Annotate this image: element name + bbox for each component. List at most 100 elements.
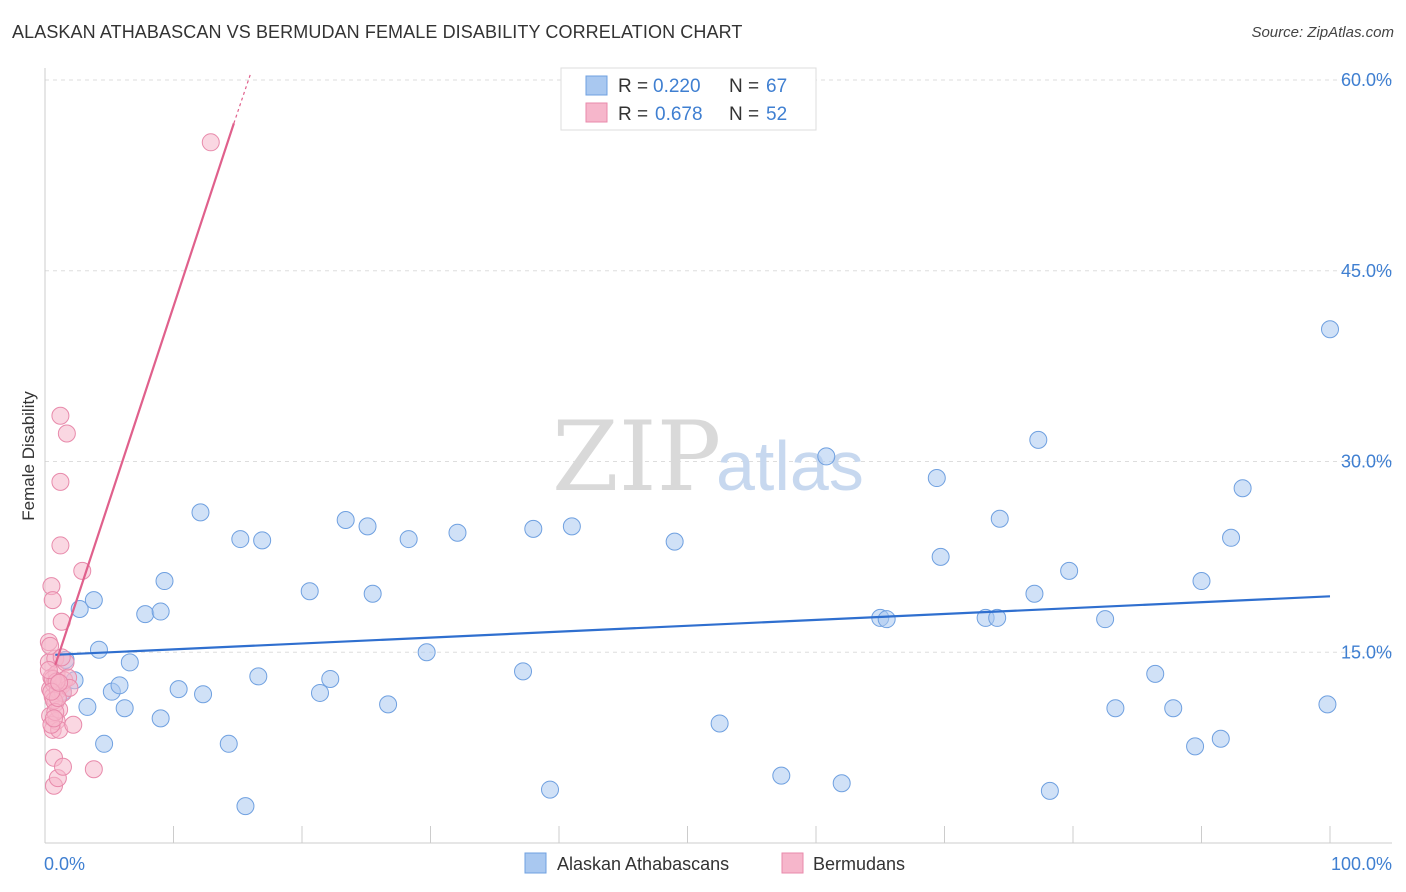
alaskan-point-14 (151, 602, 170, 621)
bermudan-trend-line (54, 122, 235, 666)
alaskan-point-53 (1060, 561, 1079, 580)
alaskan-point-31 (399, 530, 418, 549)
alaskan-trend-line (55, 595, 1331, 656)
bermudan-point-6 (43, 591, 62, 610)
bermudan-point-32 (64, 715, 83, 734)
y-tick-label-3: 60.0% (1341, 70, 1392, 90)
alaskan-point-19 (219, 734, 238, 753)
y-axis-label: Female Disability (19, 391, 38, 521)
alaskan-point-56 (1146, 664, 1165, 683)
watermark-zip: ZIP (552, 401, 721, 513)
alaskan-point-10 (115, 699, 134, 718)
alaskan-point-6 (89, 640, 108, 659)
alaskan-point-21 (236, 797, 255, 816)
alaskan-point-25 (310, 683, 329, 702)
bermudan-point-47 (201, 133, 220, 152)
bermudan-point-33 (73, 561, 92, 580)
alaskan-point-36 (541, 780, 560, 799)
alaskan-point-41 (817, 447, 836, 466)
bermudan-point-26 (53, 757, 72, 776)
alaskan-point-63 (1318, 695, 1337, 714)
x-tick-label-0: 0.0% (44, 854, 85, 874)
alaskan-point-7 (95, 734, 114, 753)
alaskan-point-16 (169, 680, 188, 699)
alaskan-point-29 (363, 584, 382, 603)
alaskan-point-28 (358, 517, 377, 536)
alaskan-point-15 (155, 572, 174, 591)
alaskan-point-46 (931, 547, 950, 566)
bermudan-point-29 (57, 424, 76, 443)
alaskan-point-13 (151, 709, 170, 728)
series-legend: Alaskan Athabascans Bermudans (524, 852, 905, 874)
alaskan-point-59 (1192, 572, 1211, 591)
alaskan-point-20 (231, 530, 250, 549)
alaskan-point-35 (524, 519, 543, 538)
alaskan-point-55 (1106, 699, 1125, 718)
series-swatch-bermudan (781, 852, 804, 874)
watermark: ZIP atlas (552, 401, 864, 513)
bermudan-point-34 (84, 760, 103, 779)
legend-n-value-1: 67 (766, 76, 787, 97)
alaskan-point-32 (417, 643, 436, 662)
alaskan-point-18 (194, 685, 213, 704)
alaskan-point-27 (336, 510, 355, 529)
alaskan-point-60 (1211, 729, 1230, 748)
y-tick-label-2: 45.0% (1341, 261, 1392, 281)
source-label: Source: ZipAtlas.com (1251, 24, 1394, 41)
data-points (39, 133, 1339, 816)
bermudan-point-35 (41, 636, 60, 655)
bermudan-trend-extension (233, 73, 252, 124)
alaskan-point-34 (514, 662, 533, 681)
correlation-legend: R = 0.220 N = 67 R = 0.678 N = 52 (560, 67, 817, 131)
bermudan-point-42 (39, 661, 58, 680)
alaskan-point-22 (249, 667, 268, 686)
alaskan-point-37 (562, 517, 581, 536)
tick-labels: 15.0% 30.0% 45.0% 60.0% 0.0% 100.0% (44, 70, 1392, 874)
alaskan-point-5 (84, 591, 103, 610)
chart-title: ALASKAN ATHABASCAN VS BERMUDAN FEMALE DI… (12, 22, 743, 42)
alaskan-point-9 (110, 676, 129, 695)
alaskan-point-45 (927, 469, 946, 488)
bermudan-point-21 (51, 472, 70, 491)
y-tick-label-1: 30.0% (1341, 452, 1392, 472)
alaskan-point-23 (253, 531, 272, 550)
alaskan-point-38 (665, 532, 684, 551)
bermudan-point-44 (44, 709, 63, 728)
trend-lines (54, 73, 1331, 666)
alaskan-point-54 (1096, 610, 1115, 629)
alaskan-point-4 (78, 697, 97, 716)
y-tick-label-0: 15.0% (1341, 642, 1392, 662)
alaskan-point-48 (988, 608, 1007, 627)
series-label-alaskan: Alaskan Athabascans (557, 854, 729, 874)
grid (45, 79, 1392, 653)
alaskan-point-42 (832, 774, 851, 793)
legend-n-value-2: 52 (766, 104, 787, 125)
legend-swatch-blue (585, 75, 608, 96)
alaskan-point-33 (448, 523, 467, 542)
alaskan-point-30 (379, 695, 398, 714)
alaskan-point-40 (772, 766, 791, 785)
alaskan-point-58 (1186, 737, 1205, 756)
bermudan-point-45 (50, 673, 69, 692)
alaskan-point-49 (990, 509, 1009, 528)
legend-r-label-1: R = (618, 76, 648, 97)
alaskan-point-11 (120, 653, 139, 672)
legend-swatch-pink (585, 102, 608, 123)
alaskan-point-50 (1025, 584, 1044, 603)
alaskan-point-44 (877, 610, 896, 629)
alaskan-point-57 (1164, 699, 1183, 718)
alaskan-point-52 (1040, 781, 1059, 800)
watermark-atlas: atlas (716, 427, 864, 505)
series-swatch-alaskan (524, 852, 547, 874)
bermudan-point-22 (51, 536, 70, 555)
legend-r-value-2: 0.678 (655, 104, 703, 125)
alaskan-point-61 (1222, 528, 1241, 547)
alaskan-point-39 (710, 714, 729, 733)
alaskan-point-12 (136, 605, 155, 624)
legend-n-label-2: N = (729, 104, 759, 125)
x-tick-label-1: 100.0% (1331, 854, 1392, 874)
alaskan-point-51 (1029, 430, 1048, 449)
alaskan-point-62 (1233, 479, 1252, 498)
legend-n-label-1: N = (729, 76, 759, 97)
